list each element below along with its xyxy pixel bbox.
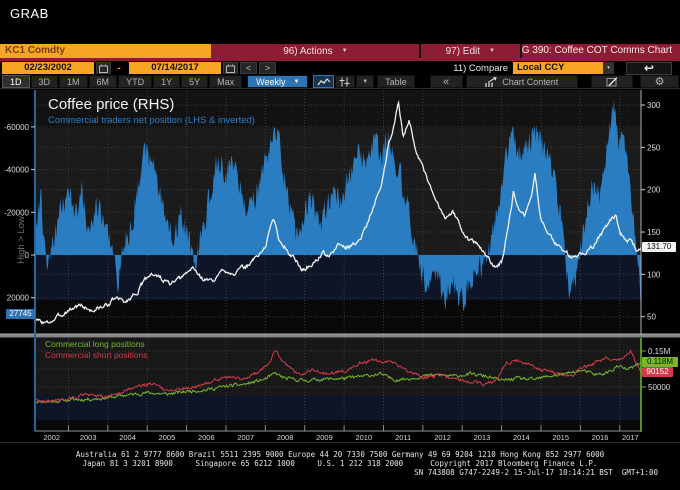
security-bar: KC1 Comdty 96) Actions ▼ 97) Edit ▼ G 39… <box>0 44 680 61</box>
svg-text:200: 200 <box>647 186 661 195</box>
svg-text:0.15M: 0.15M <box>648 347 671 356</box>
candlestick-icon <box>339 77 350 86</box>
footer-session-info: SN 743808 G747-2249-2 15-Jul-17 10:14:21… <box>414 468 658 477</box>
terminal-footer: Australia 61 2 9777 8600 Brazil 5511 239… <box>0 443 680 490</box>
price-value-badge: 131.70 <box>642 242 676 252</box>
svg-text:2016: 2016 <box>592 433 609 442</box>
period-button-3D[interactable]: 3D <box>30 75 59 88</box>
svg-text:2009: 2009 <box>316 433 333 442</box>
svg-text:2012: 2012 <box>434 433 451 442</box>
svg-text:50000: 50000 <box>648 383 671 392</box>
range-forward-button[interactable]: > <box>259 62 276 74</box>
undo-button[interactable]: ↩ <box>626 61 672 75</box>
chevron-down-icon: ▼ <box>293 78 300 85</box>
chevron-down-icon: ▼ <box>341 48 348 54</box>
svg-text:2008: 2008 <box>277 433 294 442</box>
annotate-pencil-icon <box>606 76 618 86</box>
chevron-down-icon: ▼ <box>489 48 495 54</box>
period-button-YTD[interactable]: YTD <box>118 75 153 88</box>
date-range-separator: - <box>117 62 121 74</box>
date-range-bar: 02/23/2002 - 07/14/2017 < > 11) Compare … <box>0 61 680 75</box>
period-button-5Y[interactable]: 5Y <box>181 75 209 88</box>
chart-subtitle: Commercial traders net position (LHS & i… <box>48 115 255 126</box>
svg-text:-40000: -40000 <box>4 166 29 175</box>
chart-area[interactable]: -60000 -40000 -20000 0 20000 300 250 200 150 100 5… <box>0 89 680 443</box>
svg-text:2003: 2003 <box>80 433 97 442</box>
period-button-6M[interactable]: 6M <box>88 75 118 88</box>
calendar-icon <box>99 64 108 73</box>
actions-menu-button[interactable]: 96) Actions ▼ <box>212 44 421 58</box>
function-title: G 390: Coffee COT Comms Chart <box>521 45 672 56</box>
svg-text:2017: 2017 <box>622 433 639 442</box>
legend-short-positions: Commercial short positions <box>45 350 148 360</box>
footer-contacts-line1: Australia 61 2 9777 8600 Brazil 5511 239… <box>75 450 605 459</box>
svg-text:0: 0 <box>25 251 30 260</box>
end-date-input[interactable]: 07/14/2017 <box>129 62 221 74</box>
actions-label: 96) Actions <box>283 45 333 57</box>
grab-title-bar: GRAB <box>0 0 680 44</box>
annotate-button[interactable] <box>590 75 634 88</box>
svg-text:-20000: -20000 <box>4 208 29 217</box>
svg-text:2002: 2002 <box>43 433 60 442</box>
range-back-button[interactable]: < <box>240 62 257 74</box>
period-button-Max[interactable]: Max <box>209 75 243 88</box>
long-positions-value-badge: 0.118M <box>642 357 678 367</box>
candle-chart-type-button[interactable] <box>334 75 356 88</box>
chart-canvas: -60000 -40000 -20000 0 20000 300 250 200 150 100 5… <box>0 90 680 443</box>
chart-type-dropdown-button[interactable]: ▼ <box>356 75 375 88</box>
gear-icon: ⚙ <box>654 75 665 88</box>
currency-dropdown-button[interactable]: ▾ <box>603 62 614 74</box>
chart-content-label: Chart Content <box>502 76 559 87</box>
legend-long-positions: Commercial long positions <box>45 339 145 349</box>
end-date-calendar-button[interactable] <box>223 62 238 74</box>
svg-text:100: 100 <box>647 270 661 279</box>
edit-label: 97) Edit <box>445 45 481 57</box>
start-date-input[interactable]: 02/23/2002 <box>2 62 94 74</box>
svg-text:2007: 2007 <box>237 433 254 442</box>
svg-text:-60000: -60000 <box>4 123 29 132</box>
chart-title: Coffee price (RHS) <box>48 96 175 113</box>
svg-text:2013: 2013 <box>474 433 491 442</box>
svg-text:150: 150 <box>647 228 661 237</box>
svg-text:2005: 2005 <box>159 433 176 442</box>
svg-text:250: 250 <box>647 143 661 152</box>
period-button-1Y[interactable]: 1Y <box>153 75 181 88</box>
frequency-select[interactable]: Weekly ▼ <box>247 75 309 88</box>
compare-label: 11) Compare <box>453 62 508 74</box>
period-button-1D[interactable]: 1D <box>2 75 30 88</box>
svg-text:2015: 2015 <box>552 433 569 442</box>
chart-toolbar: 1D 3D 1M 6M YTD 1Y 5Y Max Weekly ▼ ▼ Table « <box>0 75 680 89</box>
svg-text:2004: 2004 <box>119 433 136 442</box>
collapse-panel-button[interactable]: « <box>429 75 463 88</box>
svg-text:300: 300 <box>647 101 661 110</box>
security-ticker-input[interactable]: KC1 Comdty <box>0 44 211 58</box>
short-positions-value-badge: 90152 <box>642 367 673 377</box>
settings-button[interactable]: ⚙ <box>640 75 679 88</box>
svg-text:2006: 2006 <box>198 433 215 442</box>
footer-contacts-line2: Japan 81 3 3201 8900 Singapore 65 6212 1… <box>82 459 598 468</box>
currency-select[interactable]: Local CCY <box>513 62 603 74</box>
undo-arrow-icon: ↩ <box>643 61 655 75</box>
chart-content-icon <box>485 76 497 87</box>
net-position-value-badge: 27745 <box>6 309 35 319</box>
start-date-calendar-button[interactable] <box>96 62 111 74</box>
table-button[interactable]: Table <box>377 75 415 88</box>
line-chart-type-button[interactable] <box>313 75 334 88</box>
window-title: GRAB <box>10 6 49 21</box>
svg-text:2010: 2010 <box>355 433 372 442</box>
chart-content-button[interactable]: Chart Content <box>465 75 578 88</box>
svg-text:50: 50 <box>647 313 656 322</box>
calendar-icon <box>226 64 235 73</box>
svg-text:20000: 20000 <box>7 294 30 303</box>
svg-text:2014: 2014 <box>513 433 530 442</box>
line-chart-icon <box>317 77 331 85</box>
svg-text:2011: 2011 <box>395 433 411 442</box>
period-button-1M[interactable]: 1M <box>59 75 88 88</box>
edit-menu-button[interactable]: 97) Edit ▼ <box>421 44 522 58</box>
left-axis-label: High > Low <box>16 216 27 264</box>
period-buttons: 1D 3D 1M 6M YTD 1Y 5Y Max <box>2 75 243 88</box>
frequency-label: Weekly <box>256 76 286 87</box>
